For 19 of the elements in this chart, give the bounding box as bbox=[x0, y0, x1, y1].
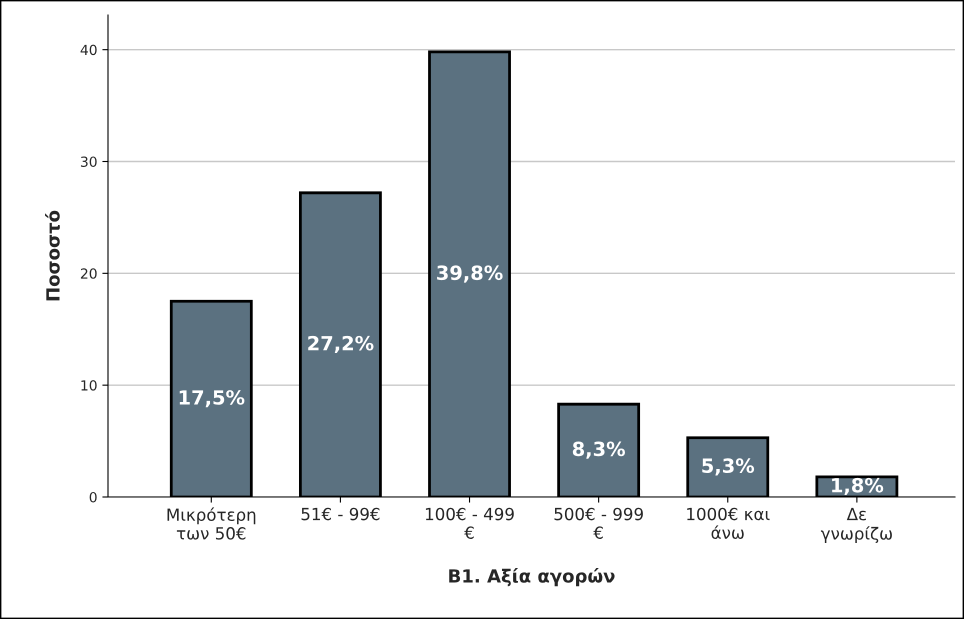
x-tick-label: 100€ - 499 € bbox=[426, 508, 514, 539]
x-tick-label: Δε γνωρίζω bbox=[820, 508, 892, 544]
x-tick-label: Μικρότερη των 50€ bbox=[168, 507, 256, 540]
x-tick-label: 500€ - 999 € bbox=[554, 508, 643, 539]
x-axis-title: Β1. Αξία αγορών bbox=[449, 568, 615, 586]
y-tick-label: 30 bbox=[80, 156, 97, 167]
data-label: 39,8% bbox=[437, 265, 503, 283]
y-tick-label: 0 bbox=[90, 492, 97, 502]
data-label: 5,3% bbox=[702, 458, 754, 476]
data-label: 17,5% bbox=[180, 390, 244, 408]
y-tick-label: 10 bbox=[81, 380, 97, 391]
data-label: 8,3% bbox=[572, 442, 625, 459]
data-label: 1,8% bbox=[832, 478, 884, 496]
x-tick-label: 51€ - 99€ bbox=[302, 508, 380, 520]
y-axis-title: Ποσοστό bbox=[45, 210, 60, 300]
y-tick-label: 20 bbox=[80, 268, 97, 279]
y-tick-label: 40 bbox=[80, 44, 97, 56]
data-label: 27,2% bbox=[308, 336, 374, 354]
x-tick-label: 1000€ και άνω bbox=[687, 508, 770, 539]
